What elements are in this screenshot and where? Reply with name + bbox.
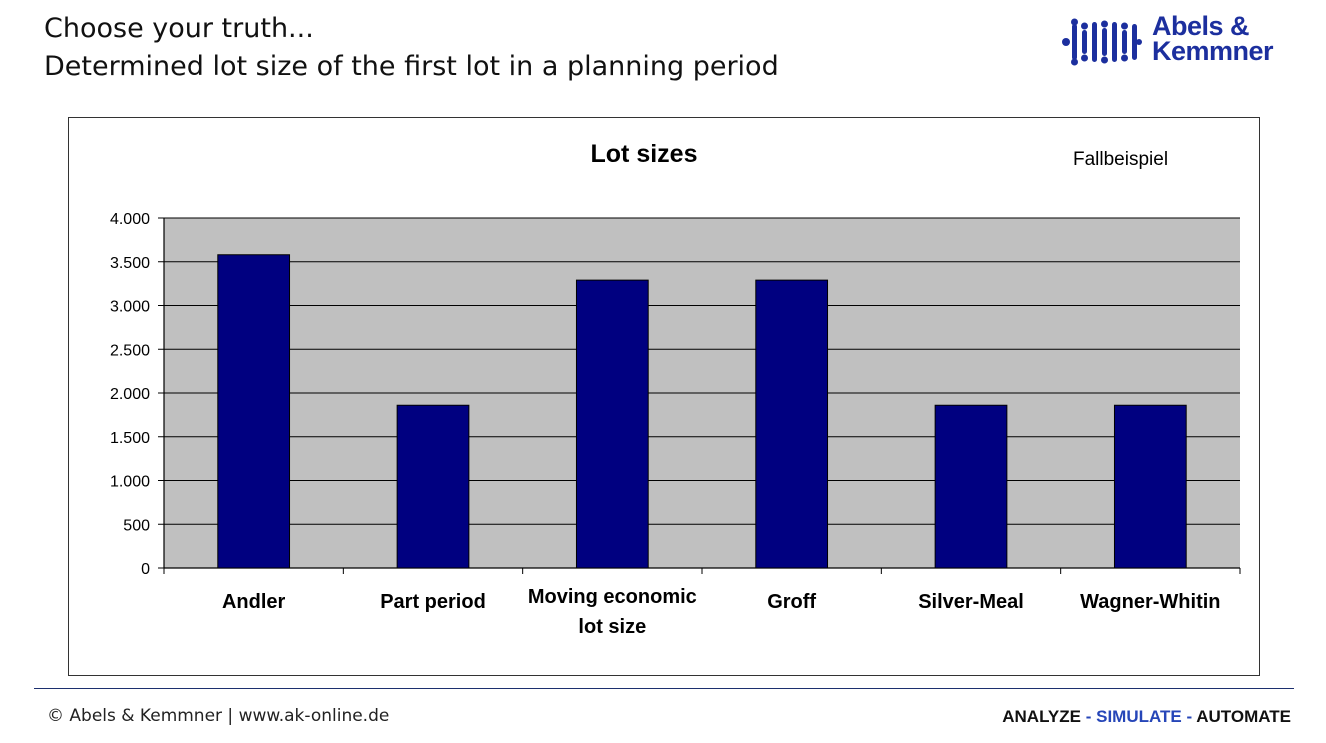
y-tick-label: 3.500 [110, 255, 150, 272]
tagline-automate: AUTOMATE [1196, 707, 1291, 726]
chart-annotation: Fallbeispiel [1073, 149, 1168, 170]
y-tick-label: 2.000 [110, 386, 150, 403]
lot-sizes-chart: 0 500 1.000 1.500 2.000 2.500 3.000 3.500 4.000 A… [110, 140, 1241, 638]
footer-tagline: ANALYZE - SIMULATE - AUTOMATE [1002, 707, 1291, 727]
x-category-label: Moving economic lot size [528, 586, 697, 638]
y-tick-label: 1.000 [110, 474, 150, 491]
logo-line-2: Kemmner [1152, 36, 1274, 66]
company-logo: Abels & Kemmner [1062, 11, 1294, 72]
bar [217, 254, 291, 569]
bar [575, 279, 649, 569]
x-category-label: Part period [380, 591, 486, 613]
y-tick-label: 4.000 [110, 211, 150, 228]
chart-title: Lot sizes [591, 140, 698, 168]
x-category-label: Wagner-Whitin [1080, 591, 1220, 613]
x-category-label: Silver-Meal [918, 591, 1024, 613]
bar [396, 404, 470, 569]
y-tick-label: 0 [141, 561, 150, 578]
slide-title: Choose your truth... Determined lot size… [44, 10, 779, 86]
tagline-simulate: SIMULATE [1096, 707, 1182, 726]
tagline-sep-2: - [1186, 707, 1193, 726]
footer-copyright: © Abels & Kemmner | www.ak-online.de [47, 706, 390, 726]
y-tick-label: 500 [123, 517, 150, 534]
tagline-sep-1: - [1085, 707, 1092, 726]
x-category-label: Andler [222, 591, 286, 613]
bar [755, 279, 829, 569]
y-tick-label: 1.500 [110, 430, 150, 447]
chart-frame: 0 500 1.000 1.500 2.000 2.500 3.000 3.500 4.000 A… [68, 117, 1260, 676]
y-tick-label: 3.000 [110, 299, 150, 316]
bar [934, 404, 1008, 569]
bar [1113, 404, 1187, 569]
abels-kemmner-dna-icon [1062, 18, 1142, 66]
title-line-2: Determined lot size of the first lot in … [44, 51, 779, 82]
tagline-analyze: ANALYZE [1002, 707, 1081, 726]
footer-divider [34, 688, 1294, 689]
y-tick-label: 2.500 [110, 342, 150, 359]
logo-line-1: Abels & [1152, 11, 1250, 41]
x-category-label: Groff [767, 591, 816, 613]
logo-wordmark: Abels & Kemmner [1152, 11, 1274, 66]
title-line-1: Choose your truth... [44, 13, 314, 44]
